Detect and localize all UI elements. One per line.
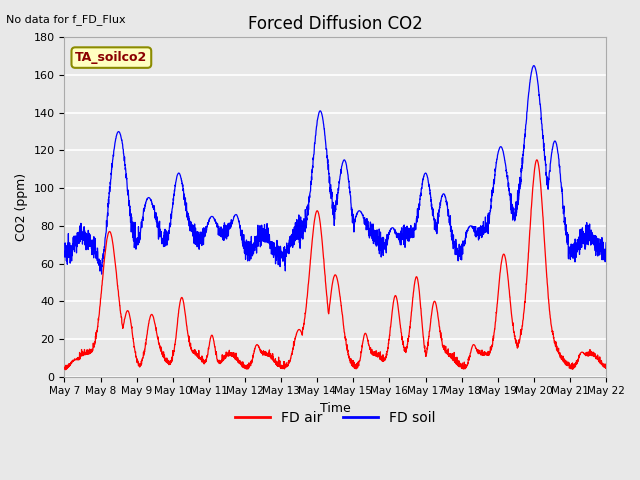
Text: TA_soilco2: TA_soilco2 bbox=[76, 51, 147, 64]
Title: Forced Diffusion CO2: Forced Diffusion CO2 bbox=[248, 15, 422, 33]
Text: No data for f_FD_Flux: No data for f_FD_Flux bbox=[6, 14, 126, 25]
Y-axis label: CO2 (ppm): CO2 (ppm) bbox=[15, 173, 28, 241]
X-axis label: Time: Time bbox=[320, 402, 351, 415]
Legend: FD air, FD soil: FD air, FD soil bbox=[230, 406, 441, 431]
